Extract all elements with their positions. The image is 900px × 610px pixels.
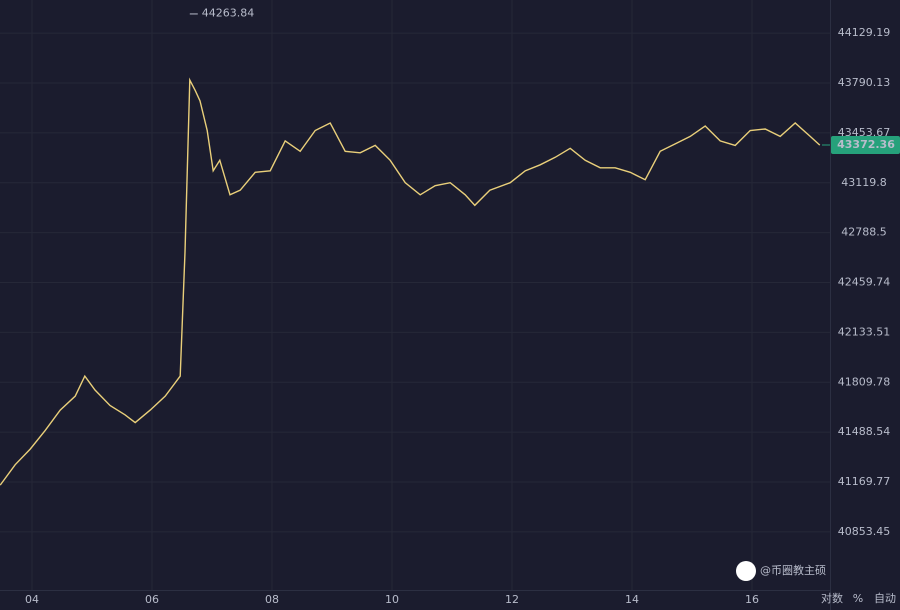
plot	[0, 13, 830, 486]
y-tick-label: 43790.13	[838, 76, 891, 89]
y-tick-label: 41169.77	[838, 475, 891, 488]
last-price-badge	[831, 136, 900, 155]
labels: 40853.45 41169.77 41488.54 41809.78 42133.51…	[25, 6, 900, 606]
watermark: @币圈教主硕	[760, 564, 826, 577]
x-tick-label: 06	[145, 593, 159, 606]
price-line	[0, 77, 821, 486]
y-tick-label: 42133.51	[838, 325, 891, 338]
y-tick-label: 41809.78	[838, 375, 891, 388]
x-tick-label: 04	[25, 593, 39, 606]
x-tick-label: 08	[265, 593, 279, 606]
y-tick-label: 41488.54	[838, 425, 891, 438]
last-price-label: 43372.36	[837, 138, 895, 151]
axis-control[interactable]: 对数	[821, 591, 843, 605]
y-tick-label: 42788.5	[841, 226, 887, 239]
y-tick-label: 42459.74	[838, 276, 891, 289]
x-tick-label: 12	[505, 593, 519, 606]
high-label: 44263.84	[202, 6, 255, 19]
y-tick-label: 40853.45	[838, 525, 891, 538]
x-tick-label: 16	[745, 593, 759, 606]
y-tick-label: 43119.8	[841, 176, 887, 189]
y-tick-label: 44129.19	[838, 26, 891, 39]
axis-control[interactable]: 自动	[874, 592, 896, 605]
y-tick-label: 43453.67	[838, 126, 891, 139]
grid	[0, 0, 830, 590]
x-tick-label: 10	[385, 593, 399, 606]
axis-control[interactable]: %	[853, 592, 863, 605]
x-tick-label: 14	[625, 593, 639, 606]
watermark-icon	[736, 561, 756, 581]
